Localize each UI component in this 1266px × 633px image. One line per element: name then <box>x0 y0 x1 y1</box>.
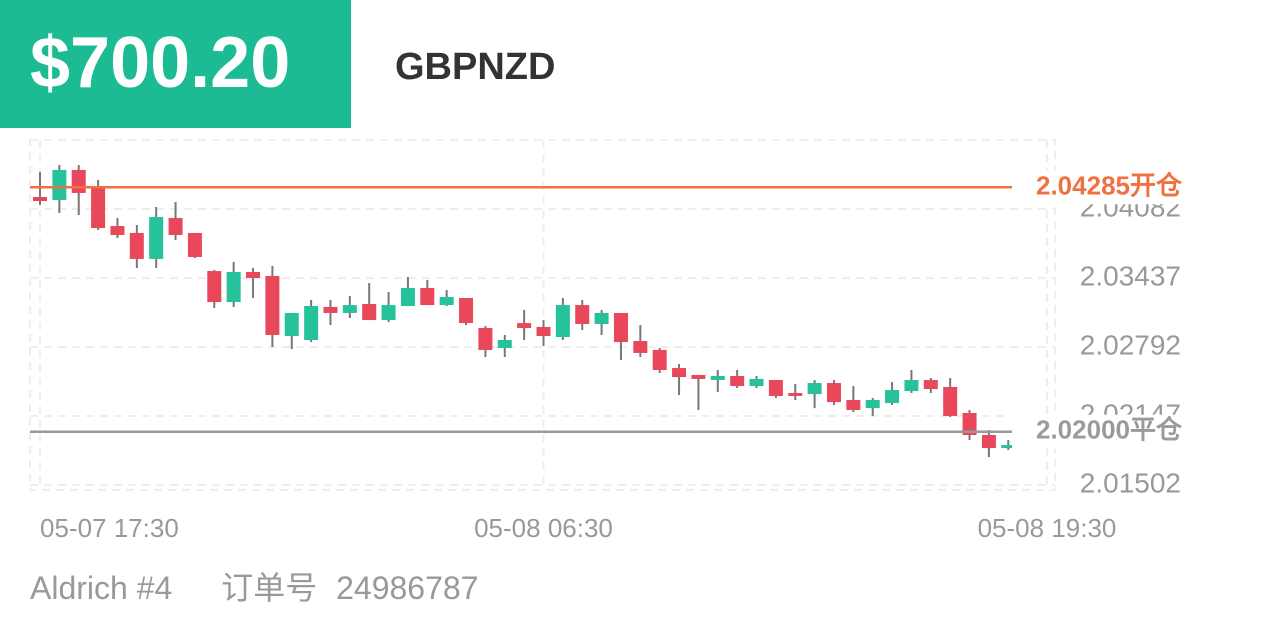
candle-body <box>672 368 687 378</box>
candle-body <box>885 389 900 404</box>
candle-body <box>730 375 745 387</box>
candle-body <box>439 297 454 306</box>
candle-body <box>284 312 299 336</box>
reference-text: 平仓 <box>1130 415 1183 445</box>
candle-body <box>710 375 725 381</box>
candle-body <box>555 305 570 338</box>
y-tick-label: 2.01502 <box>1080 467 1181 498</box>
x-tick-label: 05-08 06:30 <box>474 513 613 543</box>
candle-body <box>265 275 280 336</box>
candle-body <box>71 169 86 193</box>
candle-body <box>691 375 706 379</box>
candle-body <box>342 305 357 313</box>
reference-value: 2.04285 <box>1036 170 1130 200</box>
candle-body <box>768 380 783 396</box>
candle-body <box>865 400 880 409</box>
reference-label: 2.02000平仓 <box>1036 415 1183 445</box>
order-number: 24986787 <box>336 570 479 606</box>
reference-text: 开仓 <box>1130 170 1183 200</box>
candle-body <box>981 435 996 449</box>
candle-body <box>962 412 977 436</box>
candle-body <box>613 312 628 343</box>
reference-value: 2.02000 <box>1036 415 1130 445</box>
y-tick-label: 2.02792 <box>1080 329 1181 360</box>
y-tick-label: 2.03437 <box>1080 260 1181 291</box>
candle-body <box>420 288 435 306</box>
candle-body <box>1001 445 1016 449</box>
x-tick-label: 05-08 19:30 <box>978 513 1117 543</box>
label-bg <box>1012 170 1184 205</box>
symbol: GBPNZD <box>395 46 556 88</box>
candle-body <box>478 328 493 350</box>
candle-body <box>246 271 261 278</box>
candle-body <box>575 305 590 324</box>
candle-body <box>207 271 222 303</box>
candle-body <box>943 386 958 416</box>
order-label: 订单号 <box>221 570 318 606</box>
candle-body <box>226 271 241 303</box>
candle-body <box>168 217 183 235</box>
account: Aldrich #4 <box>30 570 173 606</box>
candle-body <box>110 226 125 235</box>
amount-badge: $700.20 <box>0 0 351 128</box>
candle-body <box>33 197 47 201</box>
amount: $700.20 <box>30 23 291 103</box>
candle-body <box>749 378 764 387</box>
candle-body <box>304 306 319 341</box>
candle-body <box>788 392 803 396</box>
candle-body <box>517 323 532 329</box>
candle-body <box>633 340 648 353</box>
label-bg <box>1012 414 1184 449</box>
reference-label: 2.04285开仓 <box>1036 170 1183 200</box>
candle-body <box>594 312 609 324</box>
candle-body <box>923 380 938 390</box>
candle-body <box>91 188 106 229</box>
candle-body <box>362 303 377 321</box>
candle-body <box>129 232 144 259</box>
candle-body <box>323 306 338 313</box>
candle-body <box>904 380 919 392</box>
candle-body <box>187 232 202 258</box>
candle-body <box>652 349 667 370</box>
candle-body <box>807 383 822 395</box>
candle-body <box>826 383 841 403</box>
candle-body <box>846 400 861 410</box>
candle-body <box>400 288 415 307</box>
candle-body <box>459 297 474 324</box>
candle-body <box>497 340 512 349</box>
candle-body <box>52 169 67 201</box>
candle-body <box>381 305 396 321</box>
footer: Aldrich #4 订单号 24986787 <box>30 563 478 609</box>
candle-body <box>149 217 164 259</box>
x-tick-label: 05-07 17:30 <box>40 513 179 543</box>
candle-body <box>536 326 551 336</box>
